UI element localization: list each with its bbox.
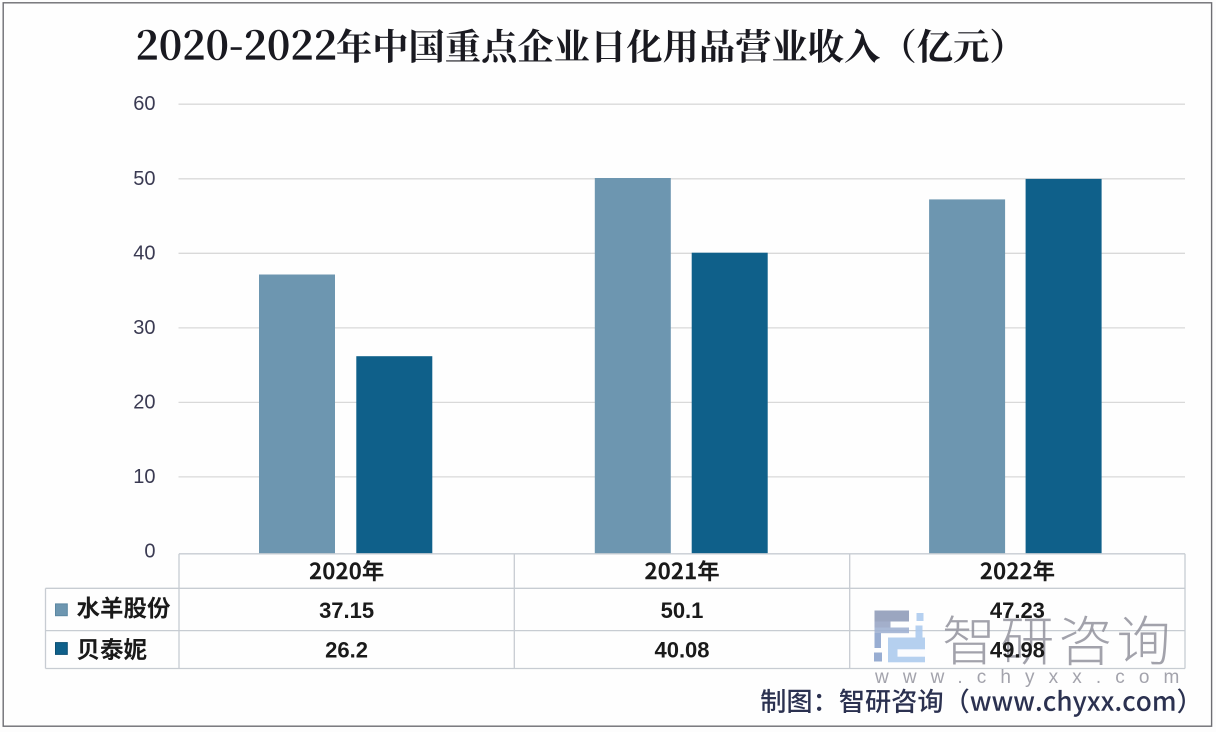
svg-text:www.chyxx.com: www.chyxx.com: [874, 667, 1193, 688]
svg-text:20: 20: [133, 391, 155, 413]
svg-text:40: 40: [133, 242, 155, 264]
svg-text:37.15: 37.15: [319, 598, 374, 623]
svg-text:40.08: 40.08: [654, 638, 709, 663]
svg-text:50.1: 50.1: [661, 598, 704, 623]
svg-text:60: 60: [133, 93, 155, 115]
svg-text:47.23: 47.23: [990, 598, 1045, 623]
svg-text:10: 10: [133, 466, 155, 488]
svg-text:49.98: 49.98: [990, 638, 1045, 663]
svg-text:0: 0: [144, 541, 155, 563]
svg-text:50: 50: [133, 168, 155, 190]
svg-text:30: 30: [133, 317, 155, 339]
svg-text:26.2: 26.2: [325, 638, 368, 663]
